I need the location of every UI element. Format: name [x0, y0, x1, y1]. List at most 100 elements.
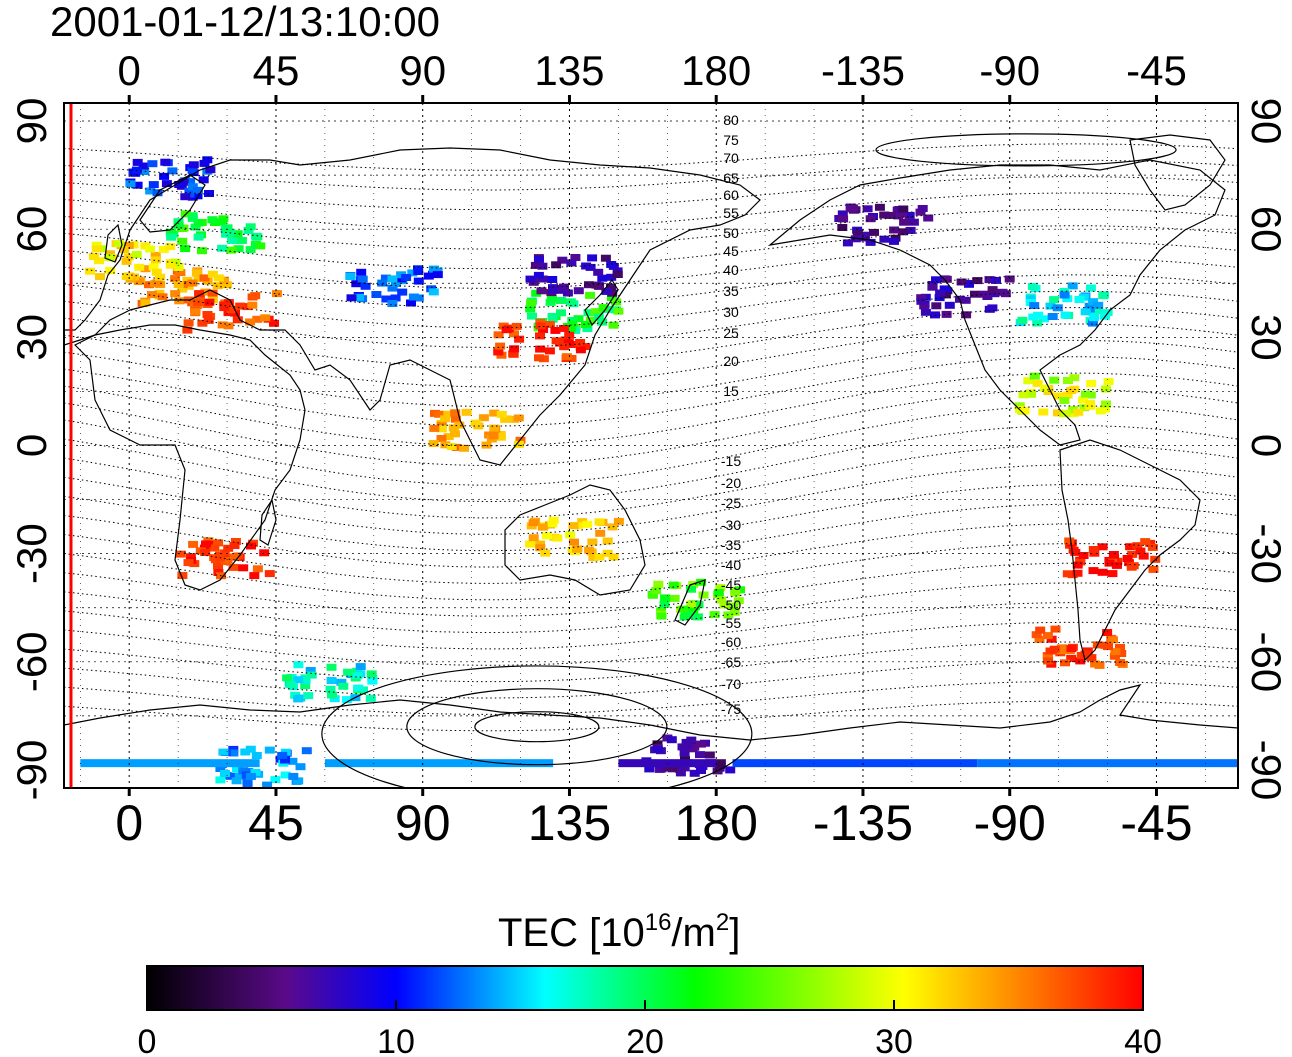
tec-cell	[357, 275, 368, 283]
tec-cell	[582, 325, 593, 333]
tec-cell	[688, 607, 699, 615]
lon-tick-label: 0	[118, 47, 141, 94]
tec-cell	[252, 315, 263, 323]
tec-cell	[436, 421, 447, 429]
tec-cell	[1074, 296, 1085, 303]
tec-cell	[243, 227, 254, 234]
colorbar-title: TEC [1016/m2]	[498, 909, 740, 955]
tec-cell	[371, 291, 382, 298]
tec-cell	[495, 433, 506, 441]
tec-cell	[390, 294, 401, 302]
tec-cell	[345, 273, 356, 280]
tec-cell	[508, 350, 519, 358]
tec-cell	[1087, 319, 1098, 327]
tec-cell	[908, 218, 919, 226]
tec-cell	[288, 772, 299, 780]
lon-tick-label: 0	[115, 795, 143, 851]
tec-cell	[1086, 380, 1097, 387]
tec-cell	[944, 301, 955, 309]
tec-cell	[336, 678, 347, 686]
tec-cell	[192, 299, 203, 307]
tec-cell	[160, 158, 171, 166]
lon-tick-label: 45	[248, 795, 304, 851]
tec-cell	[535, 322, 546, 330]
tec-cell	[91, 245, 102, 253]
tec-cell	[223, 544, 234, 552]
tec-cell	[1111, 561, 1122, 569]
tec-cell	[205, 166, 216, 174]
tec-cell	[301, 747, 312, 755]
tec-cell	[1072, 561, 1083, 569]
tec-cell	[1080, 650, 1091, 658]
magnetic-latitude-line	[64, 323, 1238, 388]
tec-cell	[493, 348, 504, 356]
tec-cell	[537, 523, 548, 531]
tec-cell	[213, 274, 224, 282]
tec-cell	[147, 160, 158, 168]
tec-cell	[188, 540, 199, 548]
tec-cell	[695, 751, 705, 759]
tec-cell	[1059, 291, 1070, 299]
tec-cell	[1072, 569, 1083, 577]
tec-cell	[183, 559, 194, 567]
magnetic-latitude-line	[64, 192, 1238, 230]
tec-cell	[940, 291, 951, 299]
mag-lat-label: -35	[721, 537, 741, 553]
tec-cell	[1066, 387, 1077, 394]
tec-cell	[606, 294, 617, 301]
tec-cell	[608, 553, 619, 561]
magnetic-latitude-line	[64, 602, 1238, 650]
tec-cell	[238, 767, 249, 775]
south-magnetic-contour	[321, 665, 753, 788]
tec-cell	[1053, 409, 1063, 417]
lon-tick-label: 135	[534, 47, 604, 94]
tec-cell	[984, 276, 995, 284]
lat-tick-label: -30	[8, 523, 55, 584]
tec-cell	[709, 611, 720, 619]
magnetic-latitude-line	[64, 503, 1238, 568]
tec-cell	[285, 681, 296, 689]
coast-north-america	[767, 159, 1226, 446]
tec-cell	[132, 181, 143, 189]
tec-cell	[1032, 319, 1043, 327]
tec-cell	[534, 255, 544, 263]
tec-cell	[1066, 645, 1077, 653]
tec-cell	[229, 542, 240, 549]
tec-cell	[889, 226, 900, 234]
tec-cell	[197, 319, 208, 327]
mag-lat-label: 45	[723, 243, 739, 259]
tec-cell	[190, 223, 201, 231]
tec-cell	[941, 310, 952, 318]
tec-cell	[1032, 379, 1043, 387]
mag-lat-label: 50	[723, 225, 739, 241]
tec-cell	[327, 691, 337, 699]
tec-cell	[177, 572, 188, 579]
lat-tick-labels-left: 90 60 30 0 -30 -60 -90	[8, 98, 55, 801]
tec-cell	[898, 228, 909, 236]
tec-cell	[218, 748, 229, 756]
tec-cell	[329, 695, 340, 703]
tec-cell	[1108, 636, 1118, 644]
tec-cell	[847, 204, 858, 212]
lat-tick-label: 90	[1243, 98, 1290, 145]
mag-lat-label: -20	[721, 475, 741, 491]
tec-cell	[527, 312, 537, 320]
tec-cell	[535, 540, 546, 548]
tec-cell	[528, 519, 539, 527]
tec-cell	[551, 337, 562, 345]
tec-cell	[1080, 308, 1091, 316]
tec-cell	[1147, 543, 1158, 551]
magnetic-latitude-line	[64, 356, 1238, 427]
tec-cell	[219, 276, 230, 284]
tec-cell	[935, 289, 946, 297]
tec-cell	[509, 345, 520, 353]
tec-cell	[961, 311, 972, 319]
tec-cell	[180, 193, 191, 201]
tec-cell	[575, 339, 586, 346]
tec-cell	[354, 293, 364, 301]
tec-cell	[271, 290, 282, 298]
tec-cell	[1088, 567, 1099, 575]
lon-tick-label: -45	[1126, 47, 1187, 94]
tec-cell	[679, 749, 690, 757]
tec-cell	[1079, 404, 1090, 412]
